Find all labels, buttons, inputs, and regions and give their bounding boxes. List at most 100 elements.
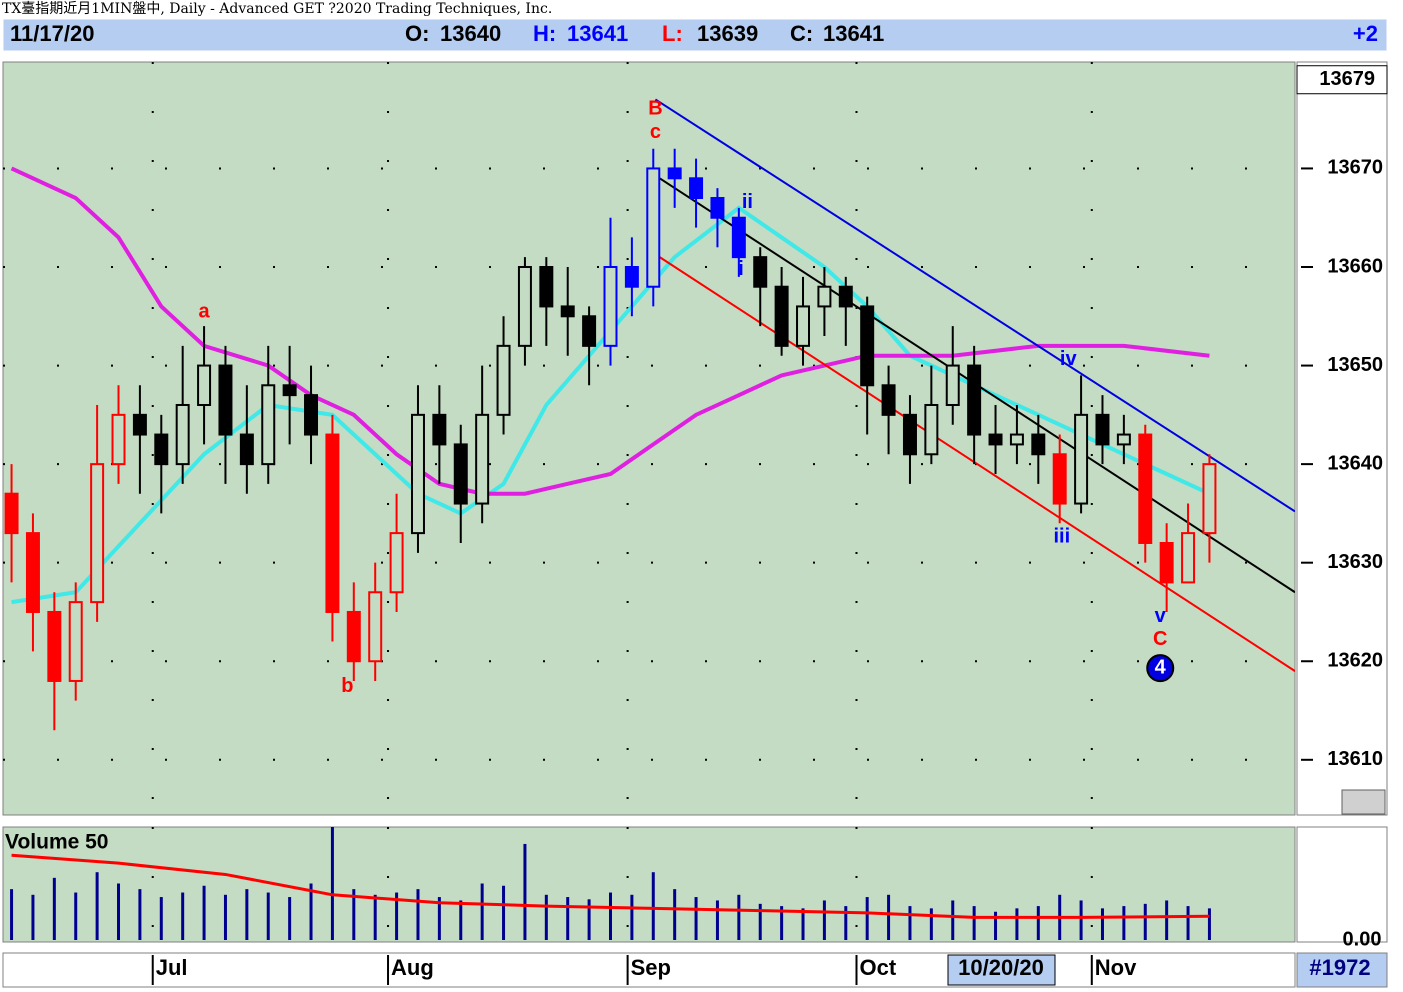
- wave-label: i: [738, 258, 744, 280]
- x-tick-label: Oct: [859, 955, 896, 980]
- candle-body: [346, 610, 361, 663]
- candle-body: [689, 177, 704, 200]
- x-tick-label: Jul: [156, 955, 188, 980]
- volume-average: [11, 853, 1210, 919]
- candle-body: [774, 285, 789, 347]
- candle-body: [539, 266, 554, 308]
- candle-body: [817, 285, 832, 308]
- volume-bar: [1100, 908, 1104, 940]
- tool-icon[interactable]: [1341, 789, 1386, 815]
- volume-bar: [1079, 900, 1083, 940]
- window-title: TX臺指期近月1MIN盤中, Daily - Advanced GET ?202…: [2, 1, 552, 17]
- volume-bar: [1122, 906, 1126, 940]
- candle-body: [111, 413, 126, 466]
- wave-label: C: [1153, 628, 1167, 650]
- header-open: 13640: [440, 21, 501, 46]
- volume-bar: [223, 894, 227, 940]
- volume-bar: [459, 900, 463, 940]
- volume-bar: [95, 872, 99, 940]
- volume-bar: [651, 872, 655, 940]
- candle-body: [410, 413, 425, 535]
- volume-plot: [10, 827, 1211, 942]
- volume-bar: [523, 843, 527, 940]
- volume-bar: [673, 889, 677, 940]
- volume-bar: [117, 883, 121, 940]
- candle-body: [496, 344, 511, 416]
- volume-bar: [159, 897, 163, 940]
- candle-body: [881, 384, 896, 416]
- candle-body: [154, 433, 169, 466]
- last-price: 13679: [1319, 68, 1375, 90]
- candle-body: [796, 305, 811, 347]
- candle-body: [710, 197, 725, 219]
- candle-body: [624, 266, 639, 288]
- candle-body: [1181, 532, 1196, 584]
- candle-body: [603, 266, 618, 347]
- volume-bar: [844, 906, 848, 940]
- header-high: 13641: [567, 21, 628, 46]
- volume-bar: [373, 894, 377, 940]
- volume-bar: [309, 883, 313, 940]
- wave-label: v: [1155, 605, 1167, 627]
- volume-bar: [138, 889, 142, 940]
- volume-bar: [587, 899, 591, 940]
- wave-label: iv: [1060, 348, 1078, 370]
- wave-label: iii: [1054, 525, 1071, 547]
- volume-bar: [887, 894, 891, 940]
- candle-body: [25, 532, 40, 613]
- volume-tick-label: 0.00: [1343, 928, 1382, 950]
- volume-bar: [416, 889, 420, 940]
- price-axis: [1296, 61, 1388, 816]
- header-close: 13641: [823, 21, 884, 46]
- volume-bar: [951, 900, 955, 940]
- header-date: 11/17/20: [10, 21, 94, 46]
- y-tick-label: 13620: [1327, 650, 1383, 672]
- candle-body: [261, 384, 276, 466]
- volume-bar: [202, 885, 206, 940]
- volume-bar: [694, 897, 698, 940]
- trend-line: [654, 98, 1295, 513]
- candle-body: [4, 492, 19, 535]
- volume-bar: [181, 892, 185, 940]
- wave-label: B: [648, 98, 662, 120]
- volume-bar: [1015, 908, 1019, 940]
- volume-bar: [929, 908, 933, 940]
- wave-label: a: [199, 301, 211, 323]
- candle-body: [860, 305, 875, 387]
- candle-body: [902, 413, 917, 456]
- volume-bar: [758, 903, 762, 940]
- wave-label: b: [341, 675, 353, 697]
- candle-body: [389, 532, 404, 594]
- volume-bar: [737, 894, 741, 940]
- header-change: +2: [1353, 21, 1378, 46]
- bar-count: #1972: [1309, 955, 1370, 980]
- candle-body: [1074, 413, 1089, 505]
- header-bar: [2, 18, 1388, 52]
- volume-bar: [908, 906, 912, 940]
- candle-body: [1095, 413, 1110, 446]
- volume-axis: [1296, 826, 1388, 943]
- header-high-label: H:: [533, 21, 556, 46]
- volume-bar: [1036, 906, 1040, 940]
- candle-body: [667, 167, 682, 180]
- candle-body: [838, 285, 853, 308]
- volume-bar: [330, 827, 334, 940]
- date-axis: [2, 952, 1296, 988]
- y-tick-label: 13630: [1327, 551, 1383, 573]
- volume-bar: [972, 906, 976, 940]
- volume-bar: [630, 894, 634, 940]
- wave-label: c: [650, 121, 661, 143]
- volume-bar: [544, 894, 548, 940]
- volume-bar: [1207, 908, 1211, 940]
- annotation-circle: [1146, 654, 1175, 683]
- volume-bar: [994, 911, 998, 940]
- volume-bar: [1165, 900, 1169, 940]
- candle-body: [1052, 453, 1067, 505]
- header-open-label: O:: [405, 21, 429, 46]
- volume-bar: [865, 897, 869, 940]
- volume-bar: [288, 897, 292, 940]
- candle-body: [1116, 433, 1131, 446]
- moving-average: [10, 166, 1210, 496]
